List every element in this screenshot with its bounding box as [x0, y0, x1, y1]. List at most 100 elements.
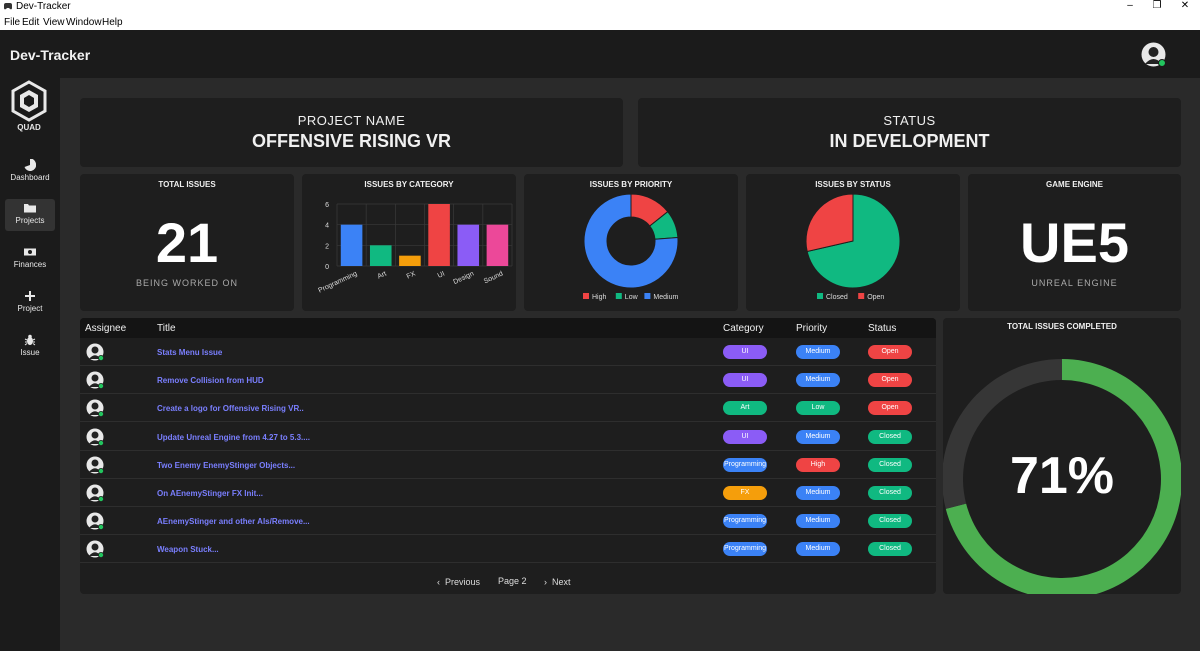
priority-badge: High — [796, 457, 840, 472]
table-row[interactable]: Two Enemy EnemyStinger Objects... Program… — [80, 451, 936, 479]
logo-text: QUAD — [17, 123, 41, 132]
table-row[interactable]: Stats Menu Issue UI Medium Open — [80, 338, 936, 366]
assignee-avatar — [86, 371, 104, 390]
y-tick-label: 4 — [325, 223, 329, 230]
game-engine-card: GAME ENGINE UE5 UNREAL ENGINE — [968, 174, 1181, 311]
slice-remaining — [943, 359, 1062, 509]
status-label: STATUS — [883, 113, 936, 128]
previous-button[interactable]: ‹ Previous — [437, 577, 480, 587]
chevron-left-icon: ‹ — [437, 577, 440, 587]
status-badge: Closed — [868, 486, 912, 500]
status-badge: Open — [868, 373, 912, 388]
slice-medium — [583, 193, 679, 289]
bar-ui — [428, 204, 450, 266]
issue-title-link[interactable]: Update Unreal Engine from 4.27 to 5.3...… — [157, 432, 310, 442]
priority-badge: Medium — [796, 486, 840, 500]
priority-badge: Medium — [796, 373, 840, 388]
table-row[interactable]: On AEnemyStinger FX Init... FX Medium Close… — [80, 479, 936, 507]
issue-title-link[interactable]: On AEnemyStinger FX Init... — [157, 489, 263, 498]
x-tick-label: Programming — [317, 270, 358, 294]
user-avatar[interactable] — [1141, 42, 1166, 67]
status-chart-card: ISSUES BY STATUS Closed Open — [746, 174, 960, 311]
total-issues-sub: BEING WORKED ON — [135, 278, 238, 288]
col-category: Category — [723, 323, 764, 334]
issue-title-link[interactable]: AEnemyStinger and other AIs/Remove... — [157, 517, 310, 527]
issue-title-link[interactable]: Two Enemy EnemyStinger Objects... — [157, 460, 296, 470]
menu-view[interactable]: View — [43, 17, 65, 28]
category-badge: UI — [723, 429, 767, 444]
sidebar-item-label: Projects — [15, 216, 45, 225]
priority-chart-title: ISSUES BY PRIORITY — [589, 180, 673, 189]
assignee-avatar — [86, 512, 104, 531]
category-badge: Programming — [723, 514, 767, 529]
os-title-bar: Dev-Tracker – ❐ ✕ — [0, 0, 1200, 14]
col-status: Status — [868, 323, 897, 334]
next-label: Next — [552, 577, 571, 587]
legend-label: Open — [867, 294, 884, 301]
sidebar-item-issue[interactable]: Issue — [5, 331, 55, 363]
priority-doughnut-chart: High Low Medium — [583, 193, 679, 301]
quad-logo: QUAD — [11, 80, 47, 132]
menu-window[interactable]: Window — [66, 17, 102, 28]
restore-button[interactable]: ❐ — [1152, 0, 1162, 11]
bug-icon — [24, 334, 36, 346]
category-bar-chart: 0 2 4 6 Programming Art FX UI Design Sound — [317, 202, 513, 295]
x-tick-label: UI — [437, 270, 446, 279]
table-row[interactable]: Remove Collision from HUD UI Medium Open — [80, 366, 936, 395]
menu-file[interactable]: File — [4, 17, 21, 28]
total-issues-title: TOTAL ISSUES — [158, 180, 216, 189]
table-row[interactable]: Update Unreal Engine from 4.27 to 5.3...… — [80, 423, 936, 451]
sidebar-item-label: Dashboard — [10, 173, 50, 182]
status-badge: Closed — [868, 457, 912, 472]
sidebar-item-label: Project — [17, 304, 43, 313]
app-title: Dev-Tracker — [10, 47, 91, 63]
y-tick-label: 6 — [325, 202, 329, 209]
table-row[interactable]: AEnemyStinger and other AIs/Remove... Pro… — [80, 507, 936, 536]
priority-chart-card: ISSUES BY PRIORITY High Low Medium — [524, 174, 738, 311]
minimize-button[interactable]: – — [1127, 0, 1133, 11]
issue-title-link[interactable]: Create a logo for Offensive Rising VR.. — [157, 404, 304, 414]
priority-badge: Medium — [796, 514, 840, 529]
sidebar — [0, 78, 60, 651]
legend-swatch — [615, 293, 622, 299]
status-chart-title: ISSUES BY STATUS — [815, 180, 891, 189]
close-button[interactable]: ✕ — [1180, 0, 1190, 11]
menu-edit[interactable]: Edit — [22, 17, 40, 28]
status-badge: Open — [868, 345, 912, 359]
sidebar-item-dashboard[interactable]: Dashboard — [5, 156, 55, 188]
legend-swatch — [583, 293, 589, 299]
gamepad-icon — [4, 3, 12, 10]
project-name-value: OFFENSIVE RISING VR — [251, 131, 452, 151]
table-row[interactable]: Create a logo for Offensive Rising VR.. A… — [80, 394, 936, 423]
previous-label: Previous — [445, 577, 481, 587]
sidebar-item-finances[interactable]: Finances — [5, 243, 55, 275]
next-button[interactable]: › Next — [544, 577, 571, 587]
completed-percent: 71% — [1009, 447, 1115, 505]
issue-title-link[interactable]: Remove Collision from HUD — [157, 376, 264, 386]
assignee-avatar — [86, 399, 104, 418]
folder-icon — [24, 204, 36, 213]
sidebar-item-projects[interactable]: Projects — [5, 199, 55, 231]
assignee-avatar — [86, 540, 104, 559]
category-badge: UI — [723, 373, 767, 388]
table-row[interactable]: Weapon Stuck... Programming Medium Closed — [80, 535, 936, 564]
chevron-right-icon: › — [544, 577, 547, 587]
bar-design — [457, 224, 480, 266]
x-tick-label: Sound — [483, 270, 504, 285]
menu-bar: File Edit View Window Help — [0, 14, 1200, 30]
status-pie-chart: Closed Open — [805, 193, 901, 301]
issue-title-link[interactable]: Stats Menu Issue — [157, 348, 223, 357]
issue-title-link[interactable]: Weapon Stuck... — [157, 545, 219, 555]
slice-closed — [806, 193, 901, 289]
legend-label: High — [592, 294, 607, 301]
y-tick-label: 0 — [325, 264, 329, 271]
assignee-avatar — [86, 428, 104, 446]
category-chart-title: ISSUES BY CATEGORY — [364, 180, 454, 189]
category-badge: Art — [723, 401, 767, 416]
category-badge: UI — [723, 345, 767, 359]
total-issues-value: 21 — [155, 211, 219, 274]
category-badge: Programming — [723, 542, 767, 557]
sidebar-item-new-project[interactable]: Project — [5, 287, 55, 319]
game-engine-sub: UNREAL ENGINE — [1031, 278, 1118, 288]
menu-help[interactable]: Help — [102, 17, 123, 28]
